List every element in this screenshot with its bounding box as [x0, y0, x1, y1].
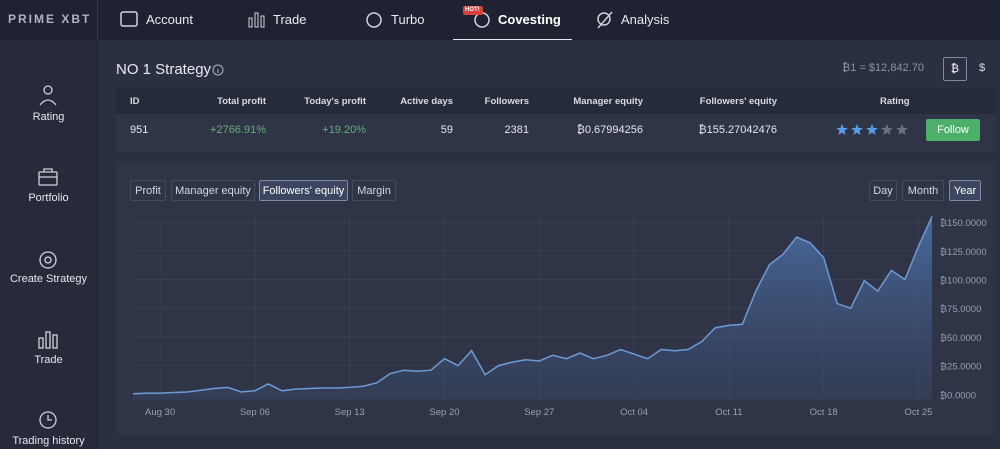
info-icon[interactable]	[212, 64, 224, 76]
currency-toggle[interactable]: $	[979, 62, 986, 74]
nav-icons	[120, 6, 613, 40]
column-header: Manager equity	[573, 96, 643, 107]
strategy-title: NO 1 Strategy	[116, 61, 212, 78]
cell: ₿0.67994256	[576, 124, 643, 136]
column-header: Followers' equity	[699, 96, 777, 107]
x-tick-label: Sep 20	[429, 407, 459, 418]
follow-button[interactable]: Follow	[926, 119, 980, 141]
divider	[97, 0, 98, 40]
y-tick-label: ₿25.0000	[940, 362, 981, 373]
metric-tab[interactable]: Followers' equity	[259, 180, 348, 201]
period-tab[interactable]: Year	[949, 180, 981, 201]
nav-item[interactable]: Account	[146, 12, 193, 27]
x-tick-label: Oct 25	[904, 407, 932, 418]
cell: 2381	[504, 124, 529, 136]
star	[866, 123, 878, 135]
x-tick-label: Sep 27	[524, 407, 554, 418]
nav-item-active[interactable]: Covesting	[498, 12, 561, 27]
cell: +19.20%	[322, 124, 366, 136]
period-tab[interactable]: Month	[902, 180, 944, 201]
column-header: Followers	[484, 96, 529, 107]
metric-tab[interactable]: Margin	[352, 180, 396, 201]
x-tick-label: Sep 13	[335, 407, 365, 418]
cell: 59	[440, 124, 453, 136]
column-header: Today's profit	[304, 96, 366, 107]
x-tick-label: Aug 30	[145, 407, 175, 418]
sidebar-icons	[38, 85, 58, 429]
nav-item[interactable]: Turbo	[391, 12, 425, 27]
column-header: ID	[130, 96, 140, 107]
column-header: Active days	[400, 96, 453, 107]
y-tick-label: ₿125.0000	[940, 247, 987, 258]
line	[132, 216, 933, 395]
y-tick-label: ₿150.0000	[940, 218, 987, 229]
logo[interactable]: PRIME XBT	[8, 12, 92, 26]
x-tick-label: Oct 11	[715, 407, 742, 418]
metric-tab[interactable]: Manager equity	[171, 180, 255, 201]
y-tick-label: ₿50.0000	[940, 333, 981, 344]
star	[836, 123, 848, 135]
cell: +2766.91%	[210, 124, 266, 136]
nav-item[interactable]: Analysis	[621, 12, 670, 27]
chart: ₿0.0000 ₿25.0000 ₿50.0000 ₿75.0000 ₿100.0000…	[132, 213, 987, 418]
table-header	[116, 88, 995, 114]
currency-toggle[interactable]: ₿	[943, 57, 967, 81]
sidebar-item[interactable]: Trading history	[12, 435, 85, 447]
star	[881, 123, 893, 135]
column-header: Rating	[880, 96, 910, 107]
cell: 951	[130, 124, 149, 136]
x-tick-label: Oct 04	[620, 407, 648, 418]
sidebar	[0, 40, 98, 449]
x-tick-label: Oct 18	[810, 407, 838, 418]
cell: ₿155.27042476	[698, 124, 778, 136]
top-nav	[0, 0, 1000, 40]
sidebar-item[interactable]: Trade	[34, 354, 63, 366]
x-tick-label: Sep 06	[240, 407, 270, 418]
hot-badge: HOT!	[465, 7, 480, 13]
sidebar-item[interactable]: Rating	[32, 111, 65, 123]
y-tick-label: ₿75.0000	[940, 304, 981, 315]
star	[851, 123, 863, 135]
column-header: Total profit	[217, 96, 266, 107]
y-tick-label: ₿0.0000	[940, 390, 976, 401]
star	[896, 123, 908, 135]
sidebar-item[interactable]: Create Strategy	[9, 273, 88, 285]
metric-tab[interactable]: Profit	[130, 180, 166, 201]
rating-stars	[836, 123, 908, 135]
y-tick-label: ₿100.0000	[940, 276, 987, 287]
rate: ₿1 = $12,842.70	[842, 62, 924, 74]
sidebar-item[interactable]: Portfolio	[28, 192, 69, 204]
period-tab[interactable]: Day	[869, 180, 897, 201]
area	[133, 216, 932, 400]
nav-item[interactable]: Trade	[273, 12, 307, 27]
